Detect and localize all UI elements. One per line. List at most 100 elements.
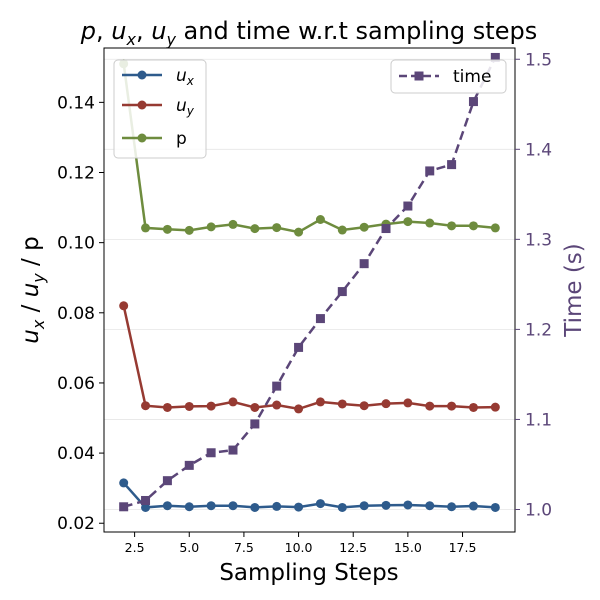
- data-point-u-x: [315, 499, 325, 509]
- data-point-time: [162, 476, 172, 486]
- x-axis-ticks: 2.5 5.0 7.5 10.0 12.5 15.0 17.5: [125, 532, 477, 555]
- data-point-time: [228, 445, 238, 455]
- data-point-u-y: [162, 402, 172, 412]
- x-tick-label: 7.5: [234, 540, 254, 555]
- data-point-p: [294, 227, 304, 237]
- series-line-u-x: [122, 482, 496, 509]
- data-point-time: [447, 160, 457, 170]
- data-point-u-x: [141, 502, 151, 512]
- data-point-u-y: [425, 401, 435, 411]
- data-point-u-x: [294, 502, 304, 512]
- data-point-u-y: [206, 401, 216, 411]
- legend-time-label: time: [453, 67, 491, 87]
- title-tail: and time w.r.t sampling steps: [176, 17, 537, 45]
- ylabel-sep: /: [18, 297, 44, 319]
- title-uy-sub: y: [165, 30, 176, 49]
- title-sep1: ,: [96, 17, 111, 45]
- data-point-u-y: [315, 397, 325, 407]
- data-point-u-x: [425, 501, 435, 511]
- legend-ux-label: ux: [176, 66, 195, 88]
- data-point-u-x: [447, 502, 457, 512]
- data-point-u-x: [119, 478, 129, 488]
- y-left-tick-label: 0.06: [57, 374, 95, 394]
- data-point-time: [184, 460, 194, 470]
- data-point-p: [359, 222, 369, 232]
- legend-item-ux: ux: [122, 66, 195, 88]
- legend-p-marker: [137, 133, 147, 143]
- data-point-time: [272, 381, 282, 391]
- series-u-y: [119, 301, 500, 414]
- data-point-time: [468, 97, 478, 107]
- data-point-u-x: [206, 501, 216, 511]
- data-point-time: [294, 342, 304, 352]
- data-point-u-x: [359, 501, 369, 511]
- x-tick-label: 10.0: [285, 540, 313, 555]
- data-point-u-y: [119, 301, 129, 311]
- x-tick-label: 5.0: [179, 540, 199, 555]
- data-point-u-y: [250, 402, 260, 412]
- data-point-p: [272, 223, 282, 233]
- y-right-tick-label: 1.2: [525, 320, 552, 340]
- legend-left: ux uy p: [113, 59, 207, 159]
- legend-right-box: [390, 59, 507, 94]
- legend-p-label: p: [176, 129, 187, 149]
- data-point-u-x: [403, 500, 413, 510]
- title-ux-base: u: [111, 17, 126, 45]
- data-point-time: [337, 287, 347, 297]
- legend-uy-marker: [137, 100, 147, 110]
- ylabel-tail: / p: [18, 236, 44, 273]
- data-point-p: [141, 223, 151, 233]
- title-sep2: ,: [136, 17, 151, 45]
- data-point-p: [206, 222, 216, 232]
- data-point-p: [184, 225, 194, 235]
- x-tick-label: 15.0: [394, 540, 422, 555]
- data-point-u-y: [337, 399, 347, 409]
- legend-ux-marker: [137, 70, 147, 80]
- data-point-p: [337, 225, 347, 235]
- data-point-u-y: [141, 401, 151, 411]
- data-point-p: [228, 219, 238, 229]
- title-ux-sub: x: [125, 30, 136, 49]
- ylabel-uy-base: u: [18, 283, 44, 298]
- y-right-axis-label: Time (s): [561, 243, 587, 338]
- data-point-u-x: [184, 502, 194, 512]
- y-left-tick-label: 0.14: [57, 93, 95, 113]
- y-left-tick-label: 0.12: [57, 164, 95, 184]
- x-tick-label: 2.5: [125, 540, 145, 555]
- x-tick-label: 12.5: [339, 540, 367, 555]
- plot-frame: [103, 47, 516, 533]
- data-point-time: [315, 314, 325, 324]
- data-point-p: [425, 218, 435, 228]
- y-right-tick-label: 1.1: [525, 410, 552, 430]
- data-point-u-y: [468, 402, 478, 412]
- legend-time-marker: [414, 71, 424, 81]
- y-left-tick-label: 0.04: [57, 444, 95, 464]
- data-point-u-x: [228, 501, 238, 511]
- data-point-u-y: [184, 401, 194, 411]
- data-point-p: [250, 224, 260, 234]
- series-line-u-y: [122, 305, 496, 411]
- title-uy-base: u: [151, 17, 166, 45]
- data-point-u-x: [468, 501, 478, 511]
- y-left-tick-label: 0.08: [57, 304, 95, 324]
- data-point-p: [468, 221, 478, 231]
- legend-left-box: [113, 59, 207, 159]
- data-point-p: [403, 217, 413, 227]
- y-right-tick-label: 1.3: [525, 230, 552, 250]
- series-layer: [119, 52, 500, 512]
- y-right-axis-ticks: 1.0 1.1 1.2 1.3 1.4 1.5: [515, 50, 552, 520]
- series-time: [119, 52, 500, 512]
- data-point-time: [403, 201, 413, 211]
- data-point-p: [490, 223, 500, 233]
- data-point-u-y: [359, 401, 369, 411]
- data-point-time: [381, 224, 391, 234]
- x-tick-label: 17.5: [449, 540, 477, 555]
- y-right-tick-label: 1.4: [525, 140, 552, 160]
- data-point-p: [447, 221, 457, 231]
- legend-item-uy: uy: [122, 96, 195, 118]
- data-point-time: [425, 166, 435, 176]
- data-point-u-x: [272, 501, 282, 511]
- data-point-u-y: [490, 402, 500, 412]
- data-point-u-x: [490, 502, 500, 512]
- data-point-u-y: [228, 397, 238, 407]
